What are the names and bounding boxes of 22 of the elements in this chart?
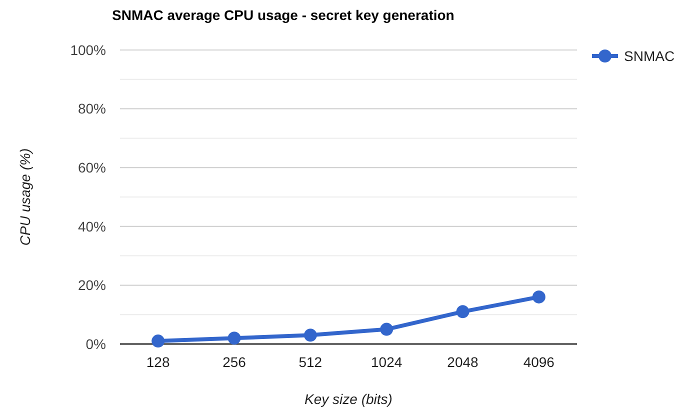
y-tick-label: 80% (78, 100, 106, 117)
x-tick-label: 4096 (523, 354, 555, 370)
y-tick-label: 20% (78, 277, 106, 294)
y-axis-title: CPU usage (%) (17, 148, 33, 246)
chart-title: SNMAC average CPU usage - secret key generation (112, 7, 454, 23)
point (152, 334, 165, 348)
x-tick-label: 512 (298, 354, 322, 370)
point (532, 290, 546, 304)
x-tick-label: 1024 (371, 354, 402, 370)
x-tick-label: 2048 (447, 354, 479, 370)
x-tick-label: 128 (146, 354, 170, 370)
y-tick-label: 60% (78, 160, 106, 176)
point (380, 322, 394, 336)
y-tick-label: 100% (70, 42, 106, 58)
legend-label: SNMAC (624, 48, 675, 64)
point (456, 305, 470, 318)
x-axis-title: Key size (bits) (304, 391, 392, 407)
y-tick-label: 0% (86, 336, 106, 352)
x-tick-label: 256 (222, 354, 246, 370)
y-tick-label: 40% (78, 218, 106, 234)
point (228, 332, 241, 345)
point (304, 328, 317, 342)
